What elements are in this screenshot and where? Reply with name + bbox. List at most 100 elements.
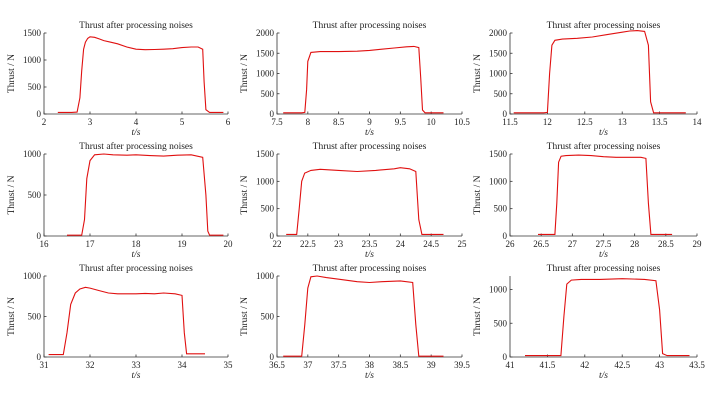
chart-6-x-tick-label: 28 — [630, 239, 640, 249]
chart-2-title: Thrust after processing noises — [313, 20, 427, 31]
chart-6-x-tick-label: 28.5 — [658, 239, 674, 249]
chart-1-axes — [43, 33, 228, 115]
chart-4-axes — [43, 154, 228, 237]
chart-7-x-tick-label: 32 — [86, 360, 95, 370]
chart-2-x-tick-label: 8.5 — [333, 117, 345, 127]
chart-4-y-tick-label: 0 — [37, 231, 42, 241]
chart-4-x-axis-label: t/s — [132, 250, 141, 260]
chart-8-title: Thrust after processing noises — [313, 263, 427, 274]
chart-1-series-1-line — [57, 36, 224, 113]
chart-3-y-tick-label: 1000 — [489, 69, 508, 79]
chart-5-y-tick-label: 0 — [270, 231, 275, 241]
chart-9-y-tick-label: 500 — [494, 318, 508, 328]
chart-1-y-axis-label: Thrust / N — [7, 54, 17, 93]
chart-6-y-tick-label: 500 — [494, 204, 508, 214]
chart-2-x-tick-label: 10.5 — [454, 117, 470, 127]
chart-4-y-axis-label: Thrust / N — [7, 175, 17, 214]
chart-5-series-1-line — [286, 167, 444, 235]
chart-5-x-tick-label: 25 — [458, 239, 468, 249]
chart-1-x-tick-label: 3 — [88, 117, 93, 127]
chart-1-y-tick-label: 1500 — [23, 28, 42, 38]
chart-9-x-tick-label: 43.5 — [689, 360, 705, 370]
chart-9-y-tick-label: 0 — [503, 352, 508, 362]
chart-5-x-tick-label: 23 — [334, 239, 344, 249]
chart-8-axes — [276, 276, 462, 358]
chart-5-title: Thrust after processing noises — [313, 141, 427, 152]
chart-4-y-tick-label: 500 — [28, 190, 42, 200]
chart-3-x-tick-label: 13.5 — [652, 117, 668, 127]
chart-4-x-tick-label: 16 — [40, 239, 50, 249]
chart-3-title: Thrust after processing noises — [547, 20, 661, 31]
chart-3-y-axis-label: Thrust / N — [473, 54, 483, 93]
chart-2-x-tick-label: 9 — [367, 117, 372, 127]
chart-6-y-tick-label: 1000 — [489, 176, 508, 186]
chart-2-y-tick-label: 2000 — [256, 28, 275, 38]
chart-2-y-tick-label: 1500 — [256, 48, 275, 58]
chart-3-x-axis-label: t/s — [599, 128, 608, 138]
chart-7-x-tick-label: 31 — [40, 360, 49, 370]
chart-5-x-tick-label: 24 — [396, 239, 406, 249]
chart-5-axes — [276, 154, 462, 237]
chart-3-x-tick-label: 12.5 — [577, 117, 593, 127]
chart-2-axes — [276, 33, 462, 115]
chart-2-x-axis-label: t/s — [365, 128, 374, 138]
chart-7-series-1-line — [48, 286, 205, 356]
chart-1-x-tick-label: 4 — [134, 117, 139, 127]
chart-6-x-tick-label: 29 — [693, 239, 703, 249]
chart-4-title: Thrust after processing noises — [79, 141, 193, 152]
chart-9-x-tick-label: 43 — [655, 360, 665, 370]
chart-9-axes — [509, 276, 697, 358]
chart-5-x-axis-label: t/s — [365, 250, 374, 260]
chart-5-x-tick-label: 24.5 — [423, 239, 439, 249]
chart-6-y-tick-label: 0 — [503, 231, 508, 241]
chart-8-x-tick-label: 36.5 — [269, 360, 285, 370]
chart-9-series-1-line — [525, 278, 690, 357]
chart-7-x-tick-label: 35 — [224, 360, 234, 370]
chart-5-y-tick-label: 1000 — [256, 176, 275, 186]
chart-4-x-tick-label: 18 — [132, 239, 142, 249]
chart-6-y-axis-label: Thrust / N — [473, 175, 483, 214]
chart-6-x-tick-label: 26 — [506, 239, 516, 249]
chart-8-x-tick-label: 38.5 — [392, 360, 408, 370]
chart-3-x-tick-label: 14 — [693, 117, 703, 127]
chart-1-y-tick-label: 0 — [37, 109, 42, 119]
chart-5-y-axis-label: Thrust / N — [240, 175, 250, 214]
chart-3-y-tick-label: 2000 — [489, 28, 508, 38]
chart-3-axes — [509, 33, 697, 115]
chart-8-x-axis-label: t/s — [365, 371, 374, 381]
chart-7-title: Thrust after processing noises — [79, 263, 193, 274]
chart-4-x-tick-label: 20 — [224, 239, 234, 249]
chart-6-x-axis-label: t/s — [599, 250, 608, 260]
chart-6-series-1-line — [538, 154, 673, 235]
chart-1-x-tick-label: 6 — [226, 117, 231, 127]
chart-3-series-1-line — [513, 30, 686, 114]
chart-1-y-tick-label: 500 — [28, 82, 42, 92]
chart-8-y-tick-label: 0 — [270, 352, 275, 362]
chart-6-axes — [509, 154, 697, 237]
chart-2-y-axis-label: Thrust / N — [240, 54, 250, 93]
chart-7-axes — [43, 276, 228, 358]
chart-1-x-tick-label: 5 — [180, 117, 185, 127]
chart-9-x-tick-label: 41.5 — [540, 360, 556, 370]
chart-3-y-tick-label: 500 — [494, 89, 508, 99]
chart-5-y-tick-label: 1500 — [256, 149, 275, 159]
chart-2-series-1-line — [283, 45, 444, 114]
chart-3-x-tick-label: 13 — [618, 117, 628, 127]
chart-8-x-tick-label: 38 — [365, 360, 375, 370]
chart-1-y-tick-label: 1000 — [23, 55, 42, 65]
chart-4-y-tick-label: 1000 — [23, 149, 42, 159]
chart-8-x-tick-label: 37 — [303, 360, 313, 370]
chart-8-x-tick-label: 39 — [427, 360, 437, 370]
chart-9-x-tick-label: 42 — [580, 360, 589, 370]
chart-5-x-tick-label: 22.5 — [300, 239, 316, 249]
chart-3-y-tick-label: 0 — [503, 109, 508, 119]
chart-1-title: Thrust after processing noises — [79, 20, 193, 31]
chart-8-x-tick-label: 39.5 — [454, 360, 470, 370]
chart-3-y-tick-label: 1500 — [489, 48, 508, 58]
chart-7-y-tick-label: 1000 — [23, 271, 42, 281]
chart-6-x-tick-label: 27 — [568, 239, 578, 249]
chart-2-x-tick-label: 10 — [427, 117, 437, 127]
chart-8-y-tick-label: 500 — [261, 312, 275, 322]
chart-1-x-axis-label: t/s — [132, 128, 141, 138]
